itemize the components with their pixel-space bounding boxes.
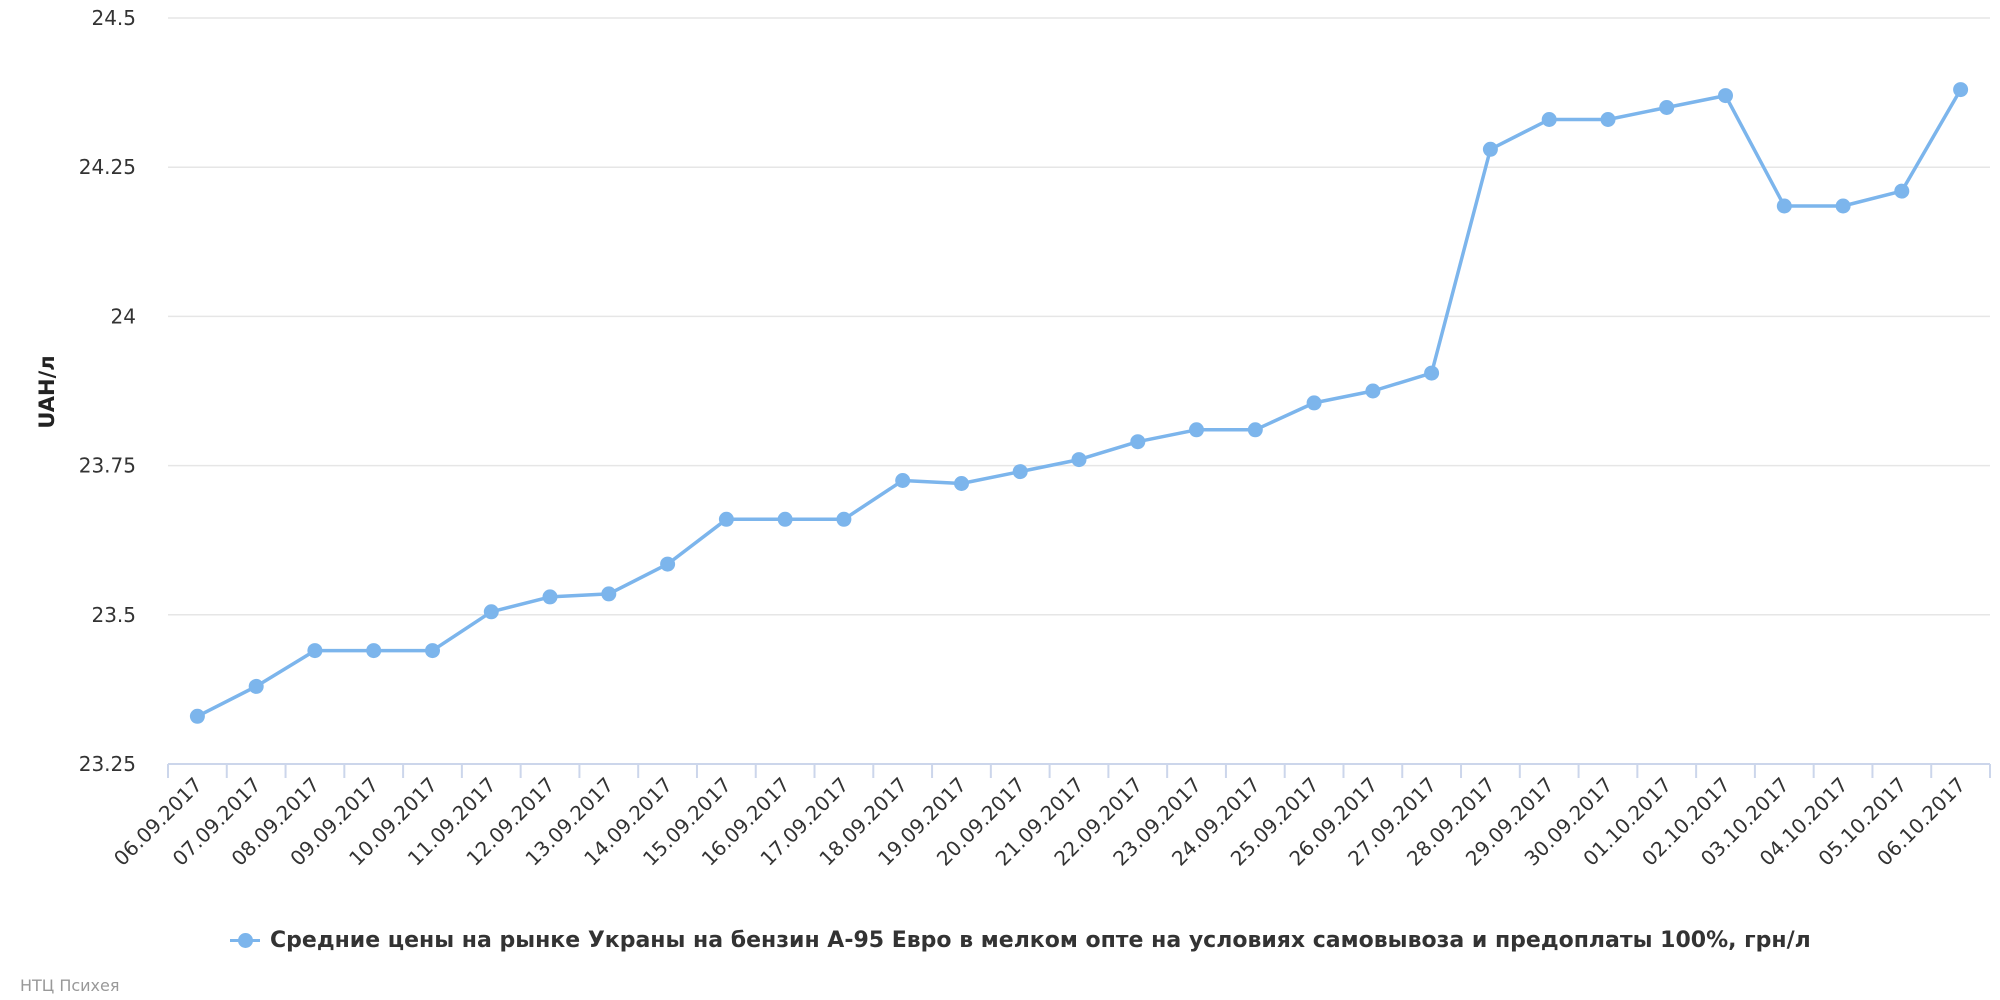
data-point[interactable] [1541,112,1557,127]
data-point[interactable] [542,589,558,605]
data-point[interactable] [483,604,499,620]
data-point[interactable] [1894,183,1910,199]
data-point[interactable] [248,678,264,694]
data-point[interactable] [1365,383,1381,399]
y-axis-title: UAH/л [35,355,59,428]
x-axis [167,763,1991,778]
data-point[interactable] [601,586,617,602]
legend-marker-icon [228,925,262,955]
credit-text[interactable]: НТЦ Психея [20,976,120,995]
data-point[interactable] [1247,422,1263,438]
y-tick-label: 24.5 [91,6,136,30]
legend-item[interactable]: Средние цены на рынке Украны на бензин А… [228,925,1811,955]
y-tick-label: 24.25 [79,155,136,179]
data-point[interactable] [1130,434,1146,450]
data-point[interactable] [189,708,205,724]
y-axis-tick-labels: 23.25 23.5 23.75 24 24.25 24.5 [79,6,136,776]
data-point[interactable] [1424,365,1440,381]
data-point[interactable] [836,511,852,527]
data-point[interactable] [1835,198,1851,214]
data-point[interactable] [895,473,911,488]
data-point[interactable] [718,511,734,527]
legend-label: Средние цены на рынке Украны на бензин А… [270,927,1811,953]
data-point[interactable] [1071,452,1087,468]
data-point[interactable] [1718,88,1733,104]
data-point[interactable] [777,511,793,527]
data-point[interactable] [1659,100,1675,115]
data-point[interactable] [1600,112,1616,127]
data-point[interactable] [1482,141,1498,157]
grid-lines [168,17,1990,616]
series-line-group[interactable] [189,82,1969,724]
data-point[interactable] [307,643,323,659]
data-point[interactable] [425,643,440,659]
data-point[interactable] [660,556,676,572]
y-tick-label: 23.25 [79,752,136,776]
data-point[interactable] [366,643,382,659]
data-point[interactable] [1306,395,1322,411]
series-line[interactable] [195,87,1963,719]
x-axis-tick-labels: 06.09.201707.09.201708.09.201709.09.2017… [109,773,1970,871]
data-point[interactable] [1953,82,1969,98]
data-point[interactable] [954,476,969,491]
y-tick-label: 24 [111,304,136,328]
data-point[interactable] [1776,198,1792,214]
y-tick-label: 23.75 [79,454,136,478]
data-point[interactable] [1189,422,1204,438]
y-tick-label: 23.5 [91,603,136,627]
data-point[interactable] [1012,464,1028,480]
